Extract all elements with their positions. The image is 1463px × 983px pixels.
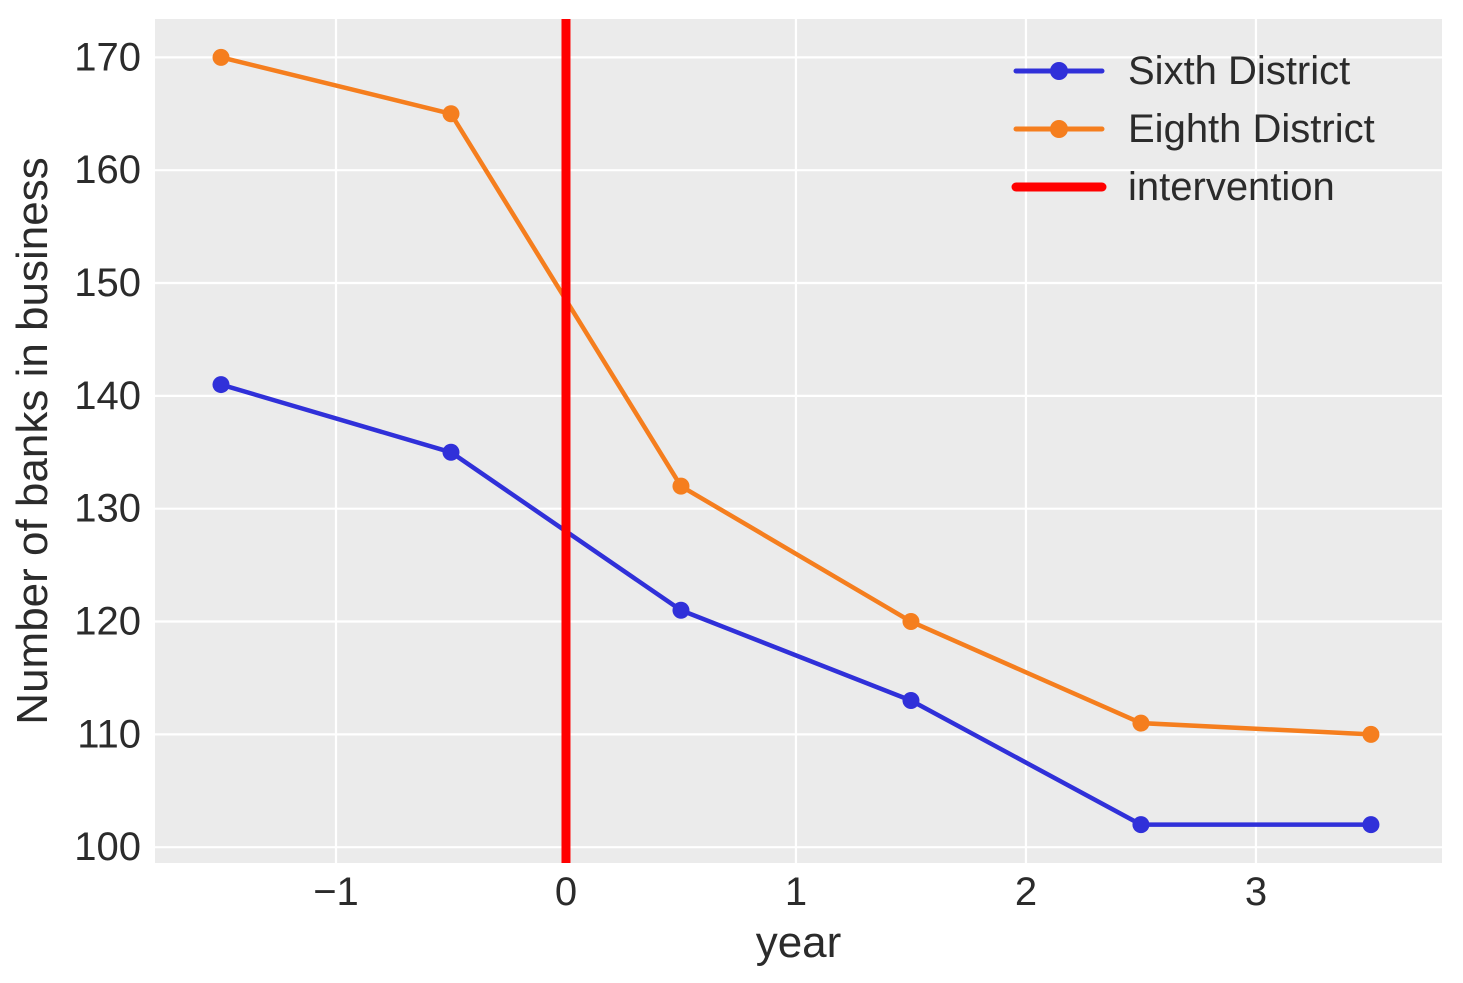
series-marker-eighth-district <box>212 48 230 66</box>
series-line-sixth-district <box>220 382 1371 827</box>
series-marker-sixth-district <box>442 443 460 461</box>
series-marker-sixth-district <box>902 692 920 710</box>
x-tick-label: 2 <box>1015 870 1037 914</box>
x-tick-label: −1 <box>313 870 359 914</box>
x-tick-label: 1 <box>785 870 807 914</box>
series-marker-sixth-district <box>672 601 690 619</box>
legend-marker-eighth-district <box>1050 120 1068 138</box>
plot-background <box>155 19 1442 863</box>
series-marker-eighth-district <box>1362 725 1380 743</box>
series-marker-sixth-district <box>1362 816 1380 834</box>
y-tick-label: 110 <box>77 712 141 756</box>
y-tick-label: 130 <box>74 487 141 531</box>
x-tick-label: 3 <box>1245 870 1267 914</box>
legend-label-intervention: intervention <box>1128 165 1335 209</box>
series-marker-eighth-district <box>1132 714 1150 732</box>
series-marker-sixth-district <box>1132 816 1150 834</box>
legend-marker-sixth-district <box>1050 62 1068 80</box>
y-tick-label: 140 <box>74 374 141 418</box>
y-tick-label: 120 <box>74 600 141 644</box>
series-marker-eighth-district <box>442 105 460 123</box>
y-tick-label: 160 <box>74 148 141 192</box>
series-marker-sixth-district <box>212 376 230 394</box>
y-tick-label: 100 <box>74 825 141 869</box>
y-axis-title: Number of banks in business <box>8 157 57 725</box>
series-line-eighth-district <box>220 55 1372 737</box>
series-marker-eighth-district <box>672 477 690 495</box>
legend-label-sixth-district: Sixth District <box>1128 49 1350 93</box>
x-axis-title: year <box>755 918 842 967</box>
series-marker-eighth-district <box>902 613 920 631</box>
x-tick-label: 0 <box>555 870 577 914</box>
y-tick-label: 170 <box>74 35 141 79</box>
y-tick-label: 150 <box>74 261 141 305</box>
legend-label-eighth-district: Eighth District <box>1128 107 1375 151</box>
